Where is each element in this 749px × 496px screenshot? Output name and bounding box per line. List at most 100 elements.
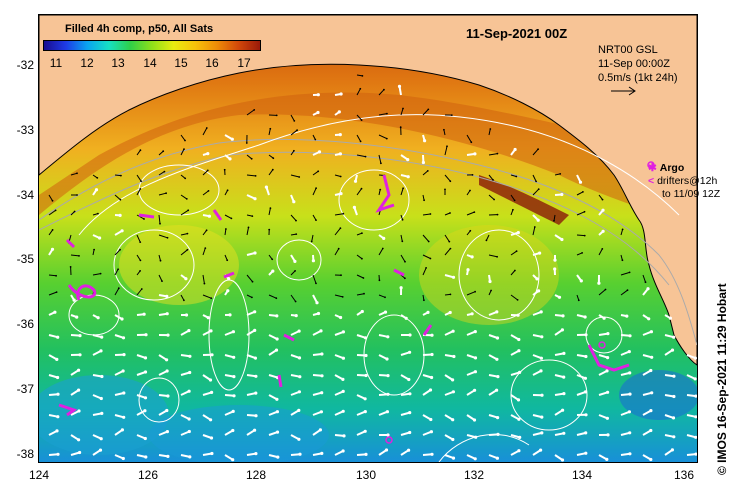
current-arrow-head — [560, 192, 564, 197]
current-arrow — [422, 234, 430, 242]
current-arrow-head — [386, 392, 390, 396]
current-arrow-head — [311, 259, 315, 263]
x-tick-label: 130 — [355, 468, 377, 482]
current-arrow-head — [341, 356, 345, 360]
current-arrow-head — [584, 333, 588, 337]
current-arrow-head — [557, 295, 562, 299]
current-arrow — [158, 192, 167, 196]
current-arrow-head — [605, 416, 610, 420]
eddy-contour — [138, 377, 180, 423]
current-arrow-head — [364, 373, 368, 378]
current-arrow-head — [72, 298, 76, 302]
current-arrow — [620, 229, 624, 236]
current-arrow-head — [562, 392, 566, 396]
current-arrow-head — [606, 356, 610, 360]
current-arrow-head — [205, 127, 208, 129]
current-arrow-head — [429, 257, 432, 260]
current-arrow-head — [121, 336, 126, 340]
current-arrow-head — [597, 281, 601, 285]
current-arrow — [290, 174, 300, 178]
current-arrow — [114, 287, 120, 296]
current-arrow-head — [209, 418, 213, 422]
current-arrow-head — [694, 435, 697, 439]
current-arrow — [422, 254, 431, 259]
current-arrow — [553, 214, 556, 221]
current-arrow-head — [78, 353, 82, 357]
current-arrow-head — [298, 452, 302, 456]
current-arrow-head — [644, 281, 647, 284]
current-arrow-head — [253, 251, 257, 255]
current-arrow-head — [207, 190, 210, 192]
current-arrow-head — [649, 428, 653, 433]
current-arrow — [180, 209, 189, 216]
current-arrow-head — [298, 176, 301, 178]
current-arrow-head — [231, 458, 235, 462]
current-arrow-head — [228, 313, 232, 317]
current-arrow — [202, 127, 208, 136]
current-arrow-head — [226, 189, 229, 192]
current-arrow-head — [51, 199, 54, 202]
current-arrow-head — [204, 247, 207, 250]
current-arrow-head — [628, 371, 632, 375]
current-arrow — [136, 254, 141, 261]
current-arrow-head — [496, 432, 500, 436]
current-arrow-head — [294, 314, 298, 318]
current-arrow-head — [646, 287, 650, 291]
current-arrow-head — [401, 218, 404, 221]
current-arrow-head — [186, 232, 189, 235]
current-arrow-head — [535, 180, 537, 183]
current-arrow-head — [184, 139, 186, 142]
current-arrow-head — [495, 310, 499, 314]
current-arrow-head — [560, 237, 564, 242]
current-arrow-head — [470, 312, 474, 316]
current-arrow-head — [489, 128, 492, 130]
current-arrow-head — [536, 218, 540, 222]
current-arrow-head — [316, 311, 321, 316]
current-arrow-head — [276, 455, 280, 459]
current-arrow-head — [553, 267, 557, 271]
current-arrow — [180, 134, 186, 141]
current-arrow — [444, 174, 451, 182]
current-arrow-head — [165, 358, 169, 362]
current-arrow-head — [245, 142, 248, 144]
current-arrow — [400, 254, 406, 262]
legend: ✱ Argo < drifters@12h to 11/09 12Z — [648, 162, 720, 201]
current-arrow-head — [443, 128, 445, 131]
current-arrow-head — [143, 356, 148, 360]
current-arrow — [114, 269, 119, 276]
argo-float — [385, 436, 393, 444]
current-arrow-head — [361, 232, 363, 235]
current-arrow-head — [647, 317, 651, 321]
current-arrow — [180, 294, 185, 301]
current-arrow — [466, 190, 471, 196]
current-arrow-head — [122, 391, 126, 395]
current-arrow-head — [694, 452, 697, 456]
current-arrow-head — [672, 394, 676, 399]
current-arrow-head — [606, 390, 610, 394]
current-arrow-head — [378, 279, 381, 282]
current-arrow-head — [51, 229, 54, 231]
current-arrow-head — [451, 390, 455, 394]
current-arrow-head — [472, 418, 477, 422]
current-arrow-head — [495, 456, 499, 460]
current-arrow — [158, 274, 163, 282]
current-arrow-head — [292, 200, 296, 204]
eddy-contour — [276, 239, 322, 281]
current-arrow-head — [518, 370, 522, 374]
current-arrow — [466, 211, 475, 216]
current-arrow-head — [535, 277, 539, 281]
current-arrow-head — [119, 198, 122, 201]
current-arrow-head — [360, 119, 363, 121]
current-arrow-head — [251, 280, 254, 283]
isobath — [39, 138, 697, 346]
current-arrow-head — [517, 417, 521, 421]
current-arrow — [158, 214, 161, 224]
current-arrow — [356, 114, 362, 121]
current-arrow-head — [429, 417, 433, 422]
eddy-contour — [138, 164, 220, 216]
current-arrow-head — [143, 409, 147, 413]
current-arrow-head — [650, 391, 654, 395]
current-arrow-head — [628, 271, 631, 274]
current-arrow-head — [361, 257, 363, 260]
current-arrow — [202, 294, 212, 299]
